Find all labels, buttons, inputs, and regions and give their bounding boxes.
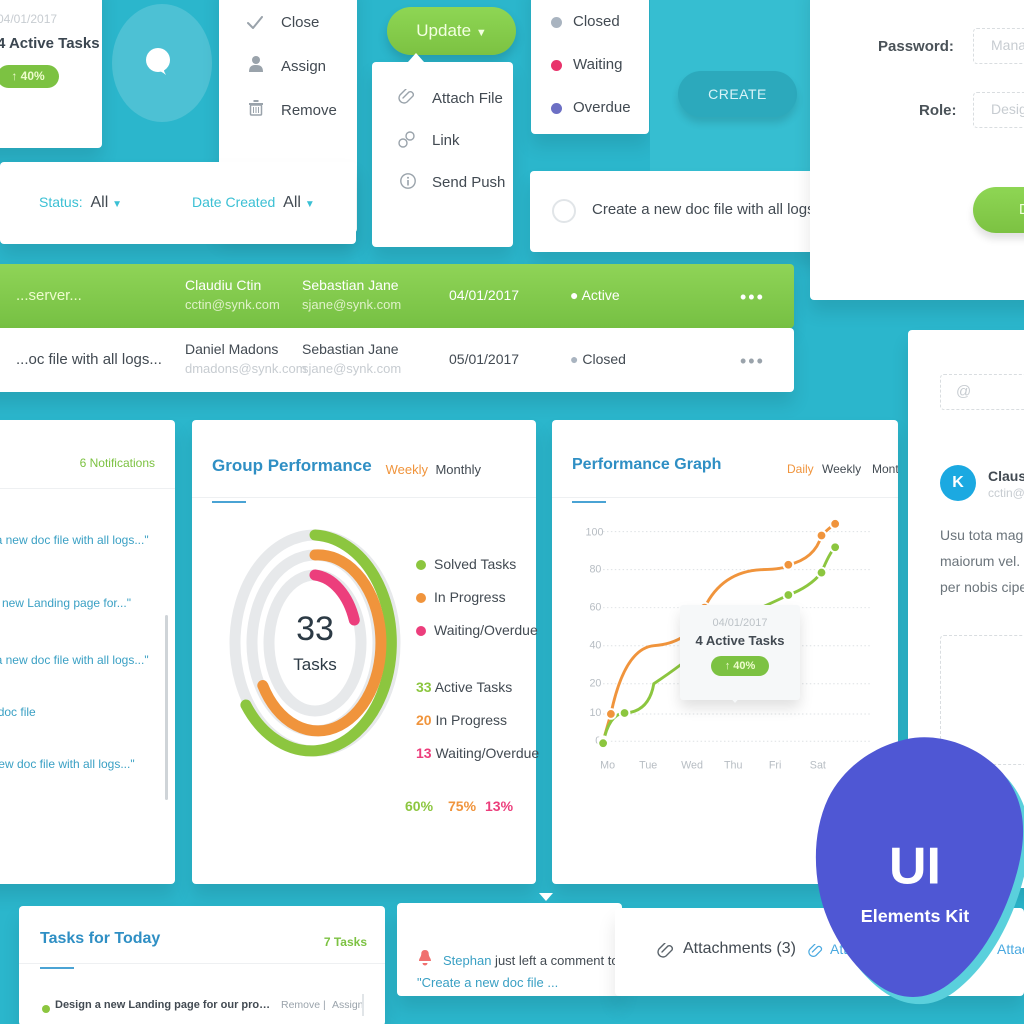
- svg-text:20: 20: [589, 678, 601, 690]
- svg-text:UI: UI: [889, 837, 941, 895]
- svg-text:80: 80: [589, 564, 601, 576]
- svg-text:Mo: Mo: [600, 760, 615, 772]
- svg-text:40: 40: [589, 640, 601, 652]
- svg-text:Elements Kit: Elements Kit: [861, 906, 969, 926]
- svg-text:10: 10: [589, 707, 601, 719]
- svg-text:33: 33: [296, 610, 334, 648]
- svg-text:Tue: Tue: [639, 760, 657, 772]
- svg-text:60: 60: [589, 602, 601, 614]
- svg-text:Wed: Wed: [681, 760, 703, 772]
- svg-text:Thu: Thu: [724, 760, 743, 772]
- svg-text:Tasks: Tasks: [293, 655, 336, 674]
- svg-text:Fri: Fri: [769, 760, 782, 772]
- svg-text:100: 100: [586, 527, 604, 539]
